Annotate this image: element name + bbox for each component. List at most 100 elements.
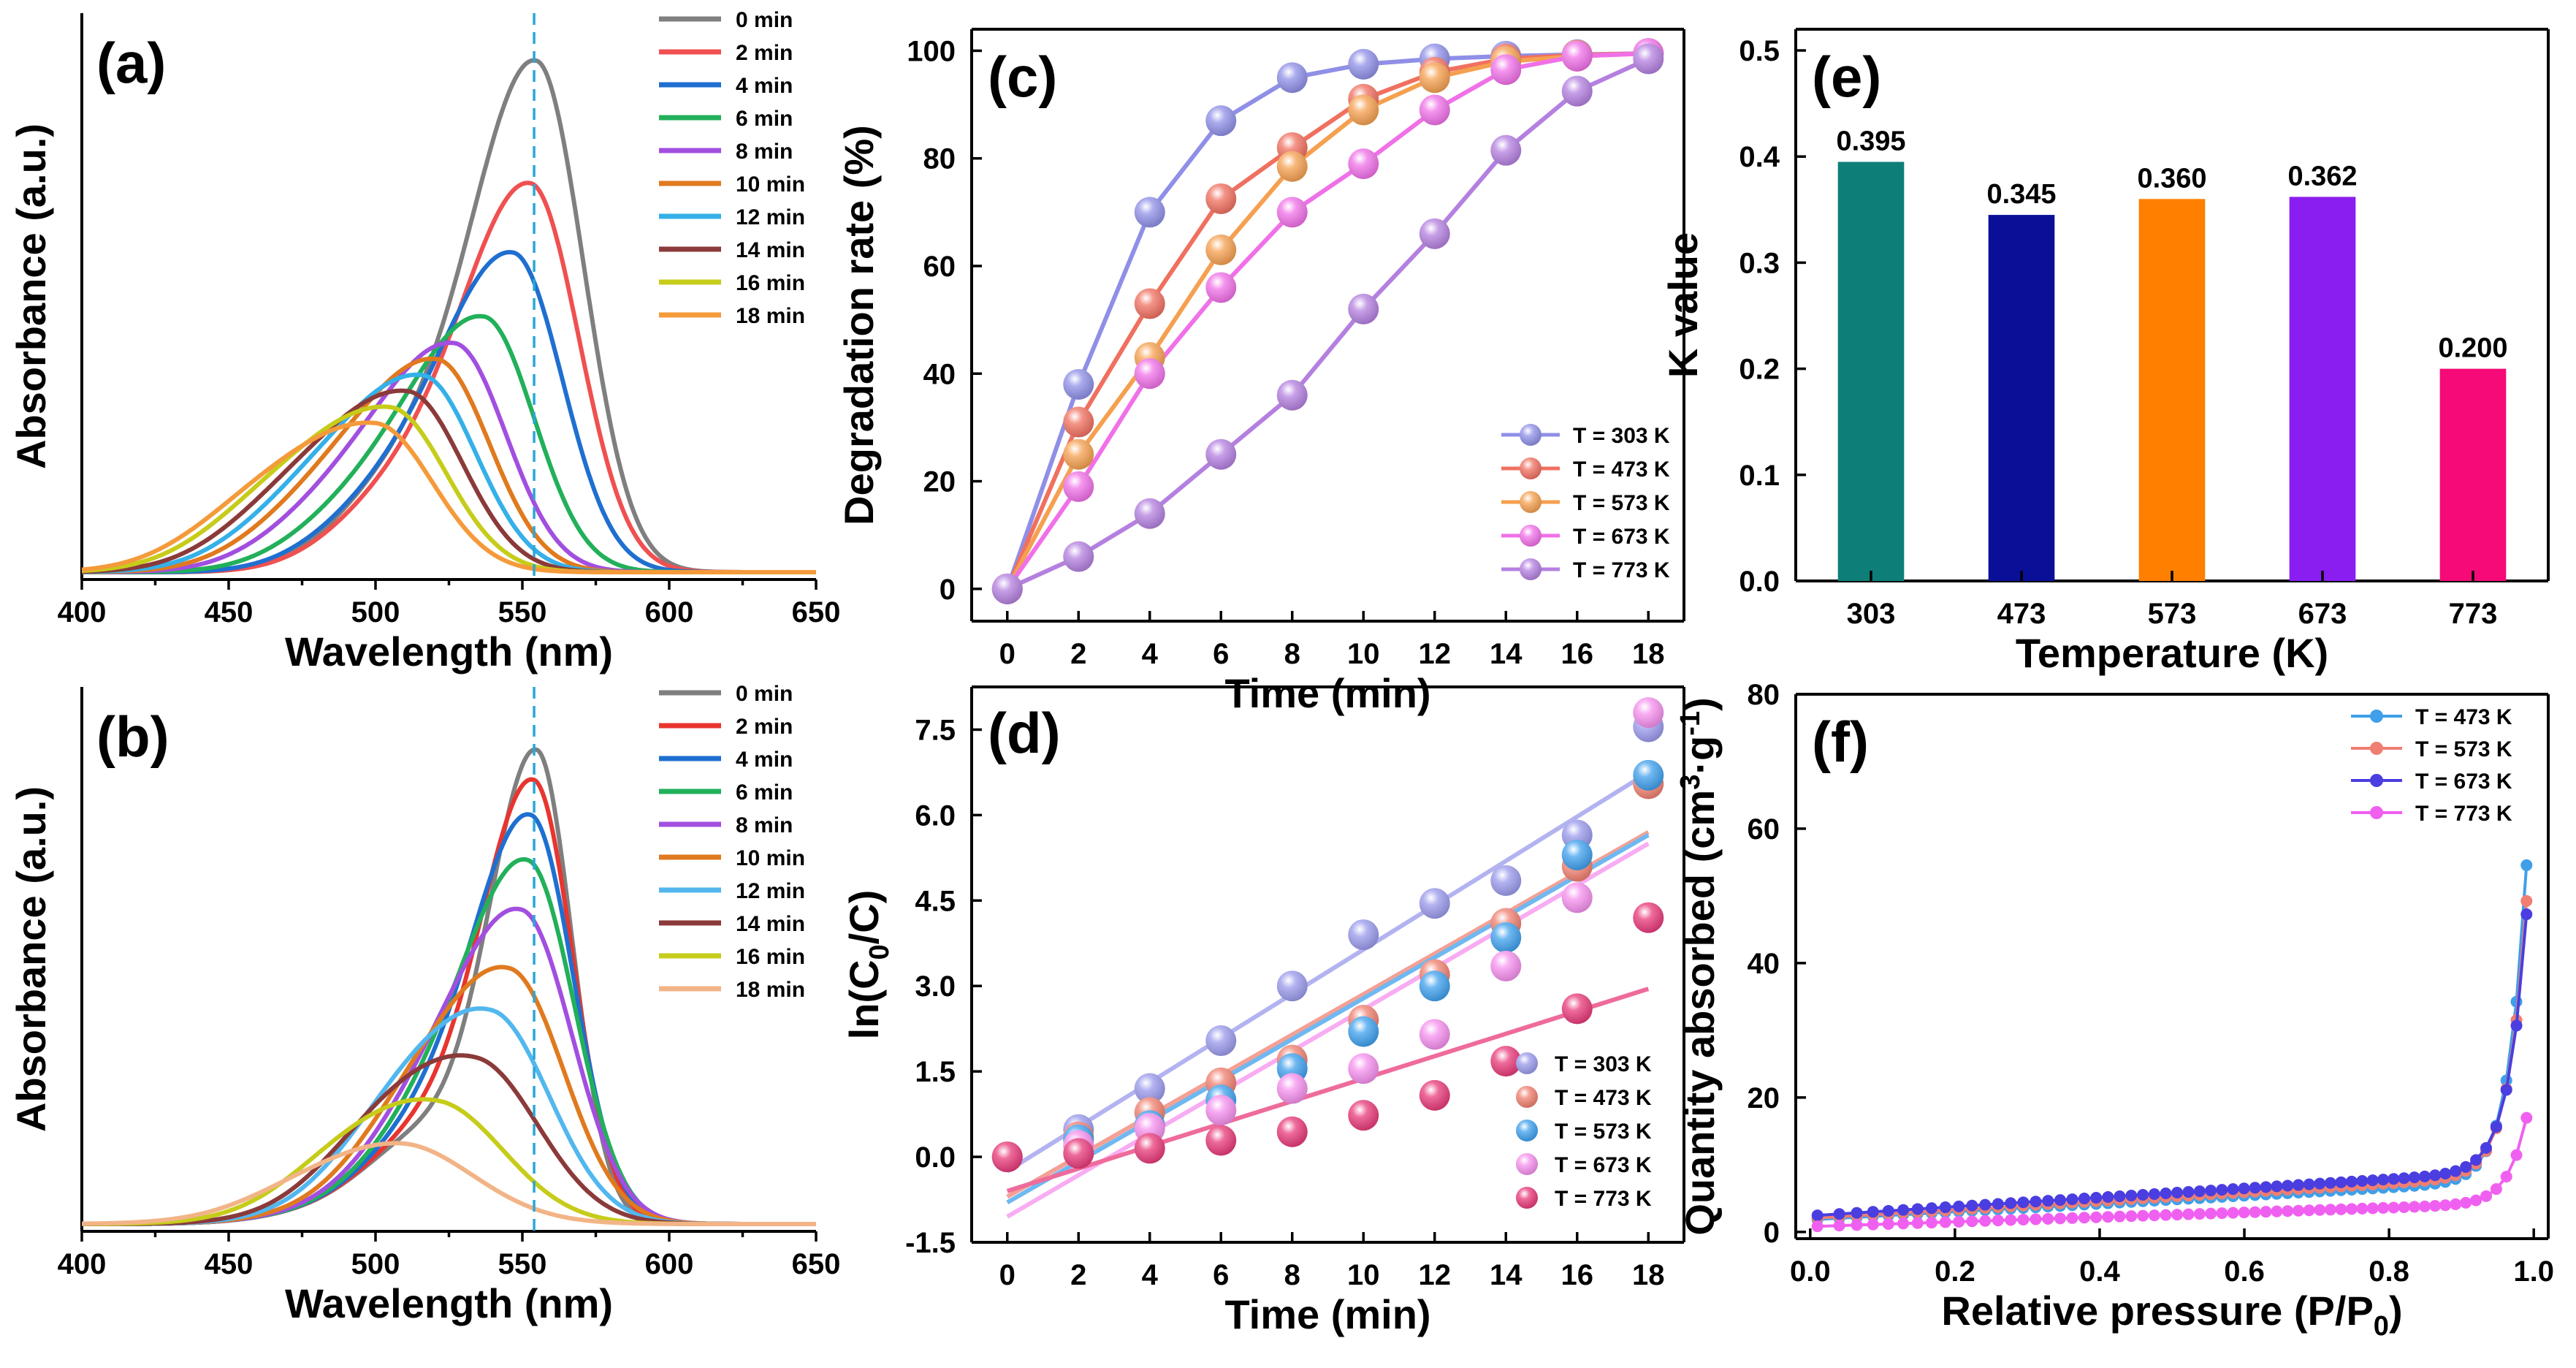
data-point	[1134, 197, 1165, 228]
legend-swatch-marker	[2370, 774, 2383, 787]
data-point	[2345, 1203, 2358, 1215]
x-tick-label: 0.6	[2224, 1255, 2265, 1288]
data-point	[2398, 1172, 2410, 1185]
x-tick-label: 18	[1632, 1259, 1665, 1291]
x-tick-label: 18	[1632, 638, 1665, 670]
y-tick-label: 0.2	[1739, 354, 1780, 386]
spectrum-line	[81, 180, 817, 574]
legend-label: 12 min	[736, 205, 805, 229]
bar	[1837, 162, 1905, 582]
spectrum-line	[81, 1141, 817, 1226]
data-point	[1419, 62, 1450, 94]
data-point	[2090, 1211, 2103, 1223]
y-tick-label: 60	[923, 251, 956, 283]
panel-label: (b)	[96, 704, 169, 769]
data-point	[1979, 1198, 1992, 1211]
legend-label: T = 473 K	[2415, 705, 2512, 729]
y-tick-label: 0.5	[1739, 35, 1780, 67]
data-point	[991, 573, 1023, 604]
y-tick-label: 7.5	[915, 714, 956, 746]
isotherm-line	[1817, 913, 2529, 1217]
data-point	[1992, 1215, 2004, 1227]
spectrum-line	[81, 420, 817, 574]
data-point	[1966, 1215, 1978, 1228]
data-point	[1561, 882, 1593, 913]
data-point	[1205, 1025, 1237, 1057]
data-point	[2398, 1201, 2410, 1213]
x-tick-label: 16	[1561, 638, 1594, 670]
data-point	[2216, 1207, 2228, 1220]
y-axis-label: K value	[1660, 232, 1706, 378]
data-point	[1348, 293, 1379, 324]
x-tick-label: 0	[999, 638, 1015, 670]
data-point	[1561, 40, 1593, 72]
bar-value-label: 0.362	[2287, 161, 2357, 191]
y-axis-label: Absorbance (a.u.)	[8, 786, 54, 1132]
data-point	[1419, 94, 1450, 126]
legend-swatch-marker	[1516, 1120, 1538, 1141]
data-point	[2293, 1179, 2305, 1191]
x-axis-label: Time (min)	[1224, 1291, 1430, 1337]
x-tick-label: 1.0	[2513, 1255, 2554, 1288]
data-point	[2078, 1212, 2090, 1224]
x-tick-label: 2	[1070, 1259, 1086, 1291]
data-point	[2470, 1154, 2482, 1166]
legend-label: 14 min	[736, 238, 805, 262]
data-point	[1205, 1095, 1237, 1126]
y-tick-label: 4.5	[915, 885, 956, 917]
data-point	[1063, 406, 1094, 438]
data-point	[1348, 48, 1379, 80]
data-point	[1633, 43, 1664, 75]
legend-swatch-marker	[1520, 525, 1542, 547]
data-point	[1348, 1053, 1379, 1084]
data-point	[1911, 1217, 1924, 1229]
data-point	[2090, 1192, 2103, 1204]
data-point	[1490, 922, 1522, 953]
data-point	[2520, 859, 2533, 871]
data-point	[1419, 1019, 1450, 1050]
series-line	[1005, 51, 1649, 590]
data-point	[2193, 1185, 2206, 1198]
legend-label: 10 min	[736, 846, 805, 870]
legend-label: T = 573 K	[1555, 1120, 1652, 1144]
data-point	[2314, 1204, 2326, 1216]
isotherm-line	[1817, 864, 2529, 1221]
fit-line	[1006, 833, 1650, 1205]
data-point	[1205, 234, 1237, 265]
fit-line	[1006, 987, 1650, 1193]
bar-value-label: 0.360	[2137, 163, 2206, 194]
legend-label: 0 min	[736, 8, 793, 32]
y-axis-label: ln(C0/C)	[841, 890, 895, 1040]
legend-swatch-marker	[1520, 558, 1542, 580]
data-point	[2480, 1141, 2493, 1154]
legend-label: T = 673 K	[1555, 1153, 1652, 1177]
data-point	[2324, 1177, 2336, 1189]
data-point	[2510, 1019, 2523, 1032]
data-point	[2293, 1204, 2305, 1217]
legend-label: 8 min	[736, 140, 793, 164]
panel-label: (f)	[1812, 710, 1869, 774]
data-point	[1966, 1199, 1978, 1212]
x-tick-label: 673	[2298, 598, 2347, 630]
x-tick-label: 6	[1213, 638, 1229, 670]
data-point	[2450, 1165, 2462, 1177]
data-point	[2480, 1190, 2493, 1202]
y-tick-label: 6.0	[915, 799, 956, 832]
data-point	[2249, 1206, 2261, 1218]
x-axis-label: Wavelength (nm)	[285, 628, 613, 674]
x-tick-label: 400	[58, 1248, 107, 1280]
x-tick-label: 14	[1490, 1259, 1523, 1291]
data-point	[1490, 950, 1522, 981]
data-point	[1992, 1198, 2004, 1210]
y-axis-label: Absorbance (a.u.)	[8, 123, 54, 469]
data-point	[1926, 1217, 1938, 1229]
legend-label: T = 773 K	[1555, 1187, 1652, 1211]
data-point	[1490, 1046, 1522, 1077]
data-point	[2078, 1193, 2090, 1205]
bar	[2289, 197, 2356, 582]
data-point	[2520, 1112, 2533, 1124]
x-tick-label: 500	[351, 1248, 400, 1280]
data-point	[1939, 1201, 1951, 1214]
x-tick-label: 500	[351, 596, 400, 628]
